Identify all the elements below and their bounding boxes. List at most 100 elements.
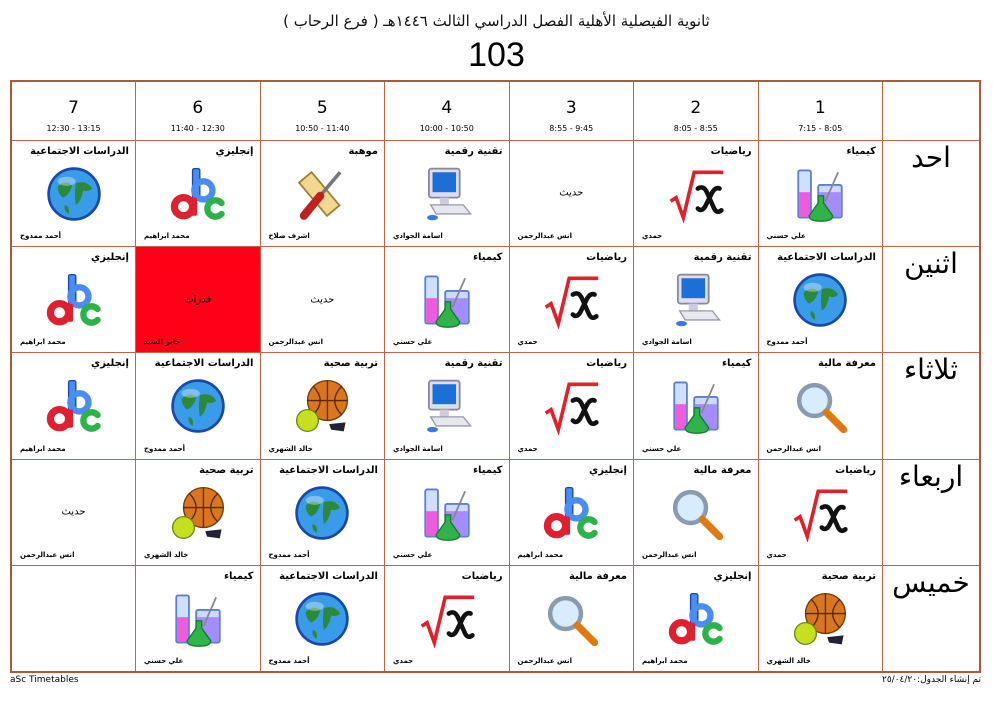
lesson-teacher: أحمد ممدوح (20, 232, 62, 241)
lesson-cell[interactable]: إنجليزي محمد ابراهيم (508, 458, 634, 567)
abc-icon (542, 484, 600, 542)
generator-label: aSc Timetables (10, 675, 79, 685)
lesson-cell[interactable]: رياضيات حمدي (633, 139, 759, 248)
lesson-subject: حديث (61, 506, 86, 518)
lesson-subject: إنجليزي (589, 464, 627, 476)
lesson-cell[interactable]: معرفة مالية انس عبدالرحمن (757, 352, 883, 460)
math-icon (542, 377, 600, 436)
lesson-cell[interactable]: حديث انس عبدالرحمن (508, 139, 634, 248)
lesson-cell[interactable]: رياضيات حمدي (384, 565, 510, 673)
lesson-subject: كيمياء (846, 145, 876, 157)
chemistry-icon (169, 590, 227, 648)
lesson-cell[interactable]: معرفة مالية انس عبدالرحمن (633, 458, 759, 567)
globe-icon (791, 271, 849, 329)
magnifier-icon (791, 377, 849, 435)
lesson-subject: الدراسات الاجتماعية (777, 252, 876, 264)
lesson-teacher: خالد الشهري (144, 551, 189, 560)
period-header: 7 12:30 - 13:15 (10, 80, 136, 141)
math-icon (667, 165, 725, 223)
math-icon (418, 590, 476, 649)
lesson-cell[interactable]: إنجليزي محمد ابراهيم (135, 139, 261, 248)
lesson-teacher: محمد ابراهيم (517, 551, 564, 560)
lesson-cell[interactable]: تربية صحية خالد الشهري (135, 458, 261, 567)
corner-cell (882, 80, 981, 141)
lesson-teacher: انس عبدالرحمن (766, 444, 821, 453)
lesson-cell[interactable]: رياضيات حمدي (508, 352, 634, 460)
lesson-cell[interactable]: معرفة مالية انس عبدالرحمن (508, 565, 634, 673)
lesson-cell[interactable]: الدراسات الاجتماعية أحمد ممدوح (259, 458, 385, 567)
chemistry-icon (418, 484, 476, 542)
lesson-teacher: خالد الشهري (268, 444, 313, 453)
lesson-teacher: محمد ابراهيم (144, 232, 190, 241)
sports-ball-icon (293, 377, 351, 435)
lesson-teacher: علي حسني (144, 657, 184, 665)
timetable-grid: 1 7:15 - 8:05 2 8:05 - 8:55 3 8:55 - 9:45 4 10:… (10, 80, 981, 673)
day-row: خميس تربية صحية خالد الشهري إنجليزي محمد ابر… (10, 565, 981, 673)
lesson-cell[interactable]: إنجليزي محمد ابراهيم (633, 565, 759, 673)
lesson-teacher: أحمد ممدوح (144, 444, 186, 453)
lesson-cell[interactable]: الدراسات الاجتماعية أحمد ممدوح (259, 565, 385, 673)
lesson-cell[interactable]: كيمياء علي حسني (633, 352, 759, 460)
sports-ball-icon (169, 484, 227, 542)
lesson-cell[interactable]: حديث انس عبدالرحمن (259, 246, 385, 354)
day-row: ثلاثاء معرفة مالية انس عبدالرحمن كيمياء علي … (10, 352, 981, 460)
lesson-teacher: أحمد ممدوح (268, 657, 310, 665)
periods-header-row: 1 7:15 - 8:05 2 8:05 - 8:55 3 8:55 - 9:45 4 10:… (10, 80, 981, 141)
lesson-subject: حديث (559, 187, 584, 199)
period-time: 11:40 - 12:30 (170, 124, 225, 133)
lesson-cell[interactable]: موهبة اشرف صلاح (259, 139, 385, 248)
lesson-cell[interactable]: رياضيات حمدي (757, 458, 883, 567)
abc-icon (45, 377, 103, 435)
lesson-cell[interactable]: تقنية رقمية اسامة الجوادي (384, 139, 510, 248)
chemistry-icon (418, 271, 476, 329)
created-date: تم إنشاء الجدول:٢٥/٠٤/٢٠ (882, 675, 981, 685)
chemistry-icon (667, 377, 725, 435)
computer-icon (418, 377, 476, 435)
math-icon (542, 271, 600, 330)
lesson-cell[interactable]: إنجليزي محمد ابراهيم (10, 246, 136, 354)
lesson-subject: تربية صحية (199, 464, 254, 476)
lesson-cell[interactable]: تقنية رقمية اسامة الجوادي (633, 246, 759, 354)
lesson-subject: حديث (310, 294, 335, 306)
lesson-teacher: علي حسني (393, 338, 433, 347)
lesson-cell[interactable]: كيمياء علي حسني (384, 458, 510, 567)
lesson-teacher: انس عبدالرحمن (517, 232, 572, 241)
lesson-subject: كيمياء (472, 464, 503, 476)
lesson-cell[interactable]: تقنية رقمية اسامة الجوادي (384, 352, 510, 460)
sports-ball-icon (791, 590, 849, 648)
lesson-subject: رياضيات (586, 252, 627, 264)
period-time: 8:55 - 9:45 (549, 124, 594, 133)
period-header: 4 10:00 - 10:50 (384, 80, 510, 141)
magnifier-icon (542, 590, 600, 648)
day-row: اربعاء رياضيات حمدي معرفة مالية انس عبدالرحم… (10, 458, 981, 567)
lesson-cell[interactable]: حديث انس عبدالرحمن (10, 458, 136, 567)
lesson-subject: الدراسات الاجتماعية (30, 145, 129, 157)
lesson-cell[interactable]: قدرات جابر السيد (135, 246, 261, 354)
period-number: 1 (814, 98, 826, 118)
lesson-cell[interactable]: الدراسات الاجتماعية أحمد ممدوح (10, 139, 136, 248)
lesson-teacher: حمدي (517, 444, 538, 453)
lesson-cell[interactable]: كيمياء علي حسني (384, 246, 510, 354)
period-time: 10:50 - 11:40 (295, 124, 350, 133)
lesson-subject: تربية صحية (323, 358, 378, 370)
lesson-cell[interactable]: تربية صحية خالد الشهري (757, 565, 883, 673)
lesson-teacher: حمدي (393, 657, 414, 665)
lesson-cell[interactable]: رياضيات حمدي (508, 246, 634, 354)
lesson-subject: تقنية رقمية (444, 358, 503, 370)
computer-icon (418, 165, 476, 223)
lesson-teacher: حمدي (766, 551, 787, 560)
lesson-cell[interactable]: تربية صحية خالد الشهري (259, 352, 385, 460)
period-number: 5 (316, 98, 328, 118)
lesson-cell[interactable]: كيمياء علي حسني (757, 139, 883, 248)
lesson-cell[interactable]: الدراسات الاجتماعية أحمد ممدوح (757, 246, 883, 354)
period-time: 8:05 - 8:55 (673, 124, 718, 133)
abc-icon (169, 165, 227, 223)
school-title: ثانوية الفيصلية الأهلية الفصل الدراسي ال… (283, 12, 710, 30)
lesson-subject: رياضيات (710, 145, 752, 157)
lesson-cell[interactable]: كيمياء علي حسني (135, 565, 261, 673)
lesson-cell[interactable]: إنجليزي محمد ابراهيم (10, 352, 136, 460)
lesson-teacher: أحمد ممدوح (766, 338, 808, 347)
lesson-teacher: أحمد ممدوح (268, 551, 310, 560)
lesson-subject: قدرات (184, 294, 212, 306)
lesson-cell[interactable]: الدراسات الاجتماعية أحمد ممدوح (135, 352, 261, 460)
